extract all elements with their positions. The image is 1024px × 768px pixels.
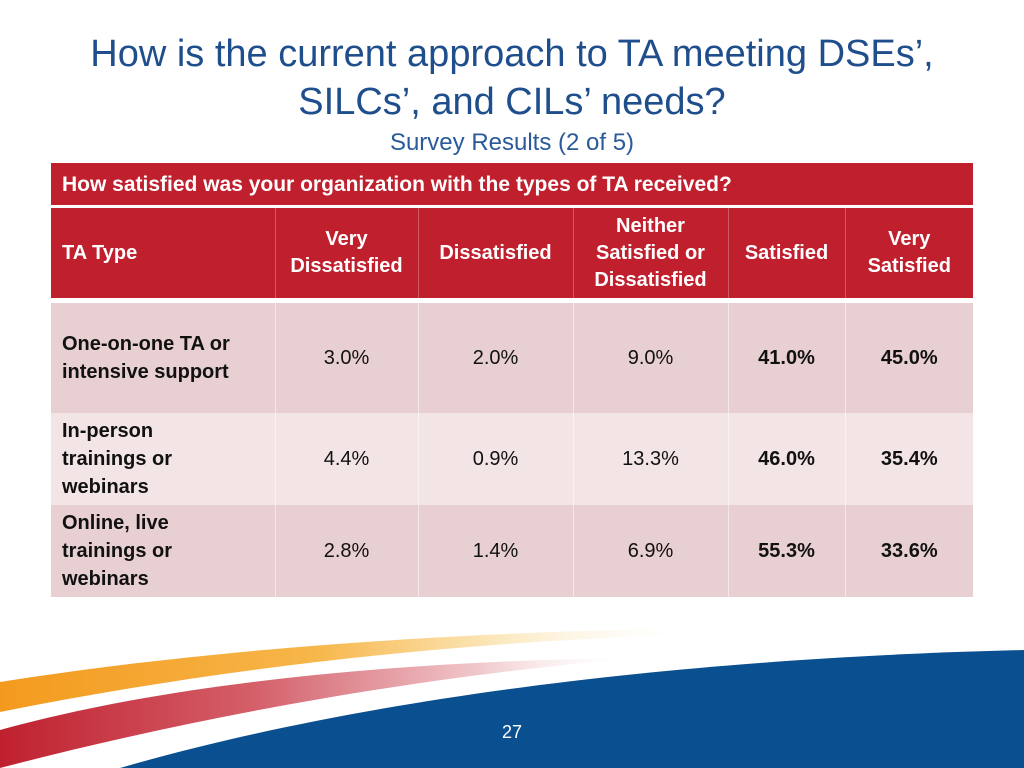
cell-very-satisfied: 35.4% [845,413,973,505]
cell-very-dissatisfied: 3.0% [275,303,419,413]
cell-very-satisfied: 33.6% [845,505,973,597]
header-text: Dissatisfied [290,255,403,277]
row-label-text: One-on-one TA or [62,333,230,355]
cell-satisfied: 41.0% [728,303,846,413]
row-label: Online, live trainings or webinars [51,505,276,597]
header-very-dissatisfied: Very Dissatisfied [275,208,419,298]
header-text: Satisfied [867,255,951,277]
header-dissatisfied: Dissatisfied [418,208,574,298]
header-text: Very [325,228,368,250]
row-separator [51,298,973,303]
table-divider [51,205,973,208]
cell-dissatisfied: 1.4% [418,505,574,597]
decorative-swoosh [0,628,1024,768]
header-neither: Neither Satisfied or Dissatisfied [573,208,729,298]
cell-very-satisfied: 45.0% [845,303,973,413]
row-label: In-person trainings or webinars [51,413,276,505]
title-line-2: SILCs’, and CILs’ needs? [298,81,726,123]
results-table: TA Type Very Dissatisfied Dissatisfied N… [51,208,973,597]
table-row: Online, live trainings or webinars 2.8% … [51,505,973,597]
table-row: In-person trainings or webinars 4.4% 0.9… [51,413,973,505]
header-text: Very [888,228,931,250]
cell-neither: 6.9% [573,505,729,597]
cell-dissatisfied: 0.9% [418,413,574,505]
row-label: One-on-one TA or intensive support [51,303,276,413]
slide-title: How is the current approach to TA meetin… [40,30,984,126]
header-ta-type: TA Type [51,208,276,298]
row-label-text: intensive support [62,361,229,383]
row-label-text: In-person [62,420,154,442]
row-label-text: webinars [62,568,149,590]
header-text: Satisfied or [596,241,705,264]
table-question: How satisfied was your organization with… [51,163,973,205]
header-text: Dissatisfied [594,268,707,291]
header-text: Neither [616,214,685,237]
cell-satisfied: 55.3% [728,505,846,597]
header-very-satisfied: Very Satisfied [845,208,973,298]
cell-satisfied: 46.0% [728,413,846,505]
table-row: One-on-one TA or intensive support 3.0% … [51,303,973,413]
slide-subtitle: Survey Results (2 of 5) [389,129,635,156]
row-label-text: webinars [62,476,149,498]
cell-very-dissatisfied: 2.8% [275,505,419,597]
page-number: 27 [501,722,523,742]
title-line-1: How is the current approach to TA meetin… [90,33,934,75]
cell-neither: 13.3% [573,413,729,505]
row-label-text: trainings or [62,540,173,562]
header-row: TA Type Very Dissatisfied Dissatisfied N… [51,208,973,298]
cell-neither: 9.0% [573,303,729,413]
header-satisfied: Satisfied [728,208,846,298]
row-label-text: Online, live [62,512,169,534]
cell-very-dissatisfied: 4.4% [275,413,419,505]
cell-dissatisfied: 2.0% [418,303,574,413]
row-label-text: trainings or [62,448,173,470]
survey-table: How satisfied was your organization with… [51,163,973,597]
